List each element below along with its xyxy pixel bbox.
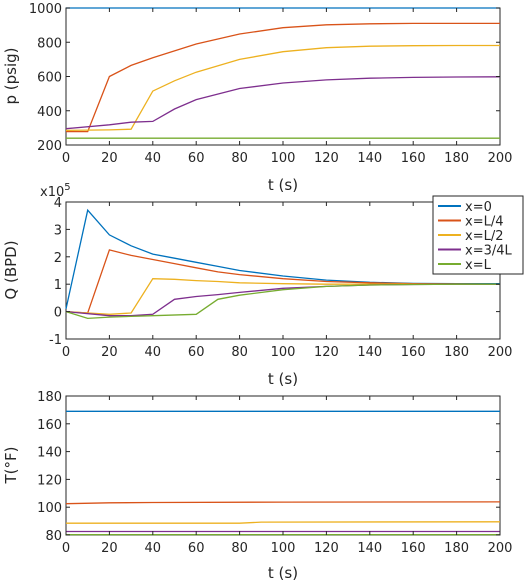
x-tick-label: 60 [188,151,205,166]
x-tick-label: 40 [145,345,162,360]
series-line-3 [66,521,501,524]
plot-area [65,7,501,146]
x-tick-label: 180 [444,541,469,556]
y-tick-label: -1 [49,333,62,348]
series-line-3 [65,44,500,132]
x-tick-label: 60 [188,541,205,556]
x-tick-label: 20 [101,151,118,166]
x-tick-label: 80 [231,345,248,360]
x-tick-label: 40 [145,151,162,166]
y-tick-label: 2 [54,251,62,266]
x-tick-label: 140 [357,345,382,360]
chart-panel-3: 0 20 40 60 80 100 120 140 160 180 200 80 100 120 140 16… [2,390,512,582]
x-tick-label: 180 [444,345,469,360]
y-tick-label: 400 [37,105,62,120]
x-tick-label: 60 [188,345,205,360]
y-tick-label: 180 [37,390,62,405]
series-line-2 [66,22,500,133]
x-tick-label: 140 [357,151,382,166]
y-axis-label: Q (BPD) [2,240,20,299]
series-line-2 [65,501,501,505]
legend-label: x=0 [465,200,492,215]
legend-label: x=L/2 [465,229,503,244]
y-tick-label: 800 [37,36,62,51]
legend-label: x=L [465,258,492,273]
x-tick-label: 160 [401,345,426,360]
y-tick-label: 100 [37,501,62,516]
plot-area [65,395,501,536]
y-tick-label: 200 [37,139,62,154]
y-tick-label: 4 [54,196,62,211]
y-tick-label: 120 [37,473,62,488]
x-axis-label: t (s) [268,370,298,388]
x-tick-label: 20 [101,345,118,360]
x-tick-label: 80 [231,541,248,556]
y-axis-label: p (psig) [2,47,20,104]
x-tick-label: 140 [357,541,382,556]
x-tick-label: 200 [488,541,513,556]
x-tick-label: 100 [271,345,296,360]
y-tick-label: 3 [54,223,62,238]
y-tick-label: 140 [37,446,62,461]
x-axis-label: t (s) [268,176,298,194]
x-tick-label: 200 [488,151,513,166]
x-tick-label: 180 [444,151,469,166]
x-tick-label: 0 [62,151,70,166]
x-tick-label: 120 [314,151,339,166]
axis-multiplier: x105 [40,182,71,200]
x-tick-label: 0 [62,345,70,360]
series-line-5 [65,283,500,320]
x-tick-label: 20 [101,541,118,556]
x-tick-label: 0 [62,541,70,556]
series-line-4 [65,76,501,130]
y-tick-label: 1 [54,278,62,293]
x-tick-label: 160 [401,151,426,166]
x-tick-label: 100 [271,151,296,166]
x-axis-label: t (s) [268,564,298,582]
y-tick-label: 600 [37,71,62,86]
legend-label: x=L/4 [465,215,503,230]
x-tick-label: 120 [314,345,339,360]
y-tick-label: 1000 [29,2,62,17]
series-line-2 [65,249,501,314]
y-tick-label: 0 [54,306,62,321]
x-tick-label: 80 [231,151,248,166]
x-tick-label: 200 [488,345,513,360]
x-tick-label: 100 [271,541,296,556]
x-tick-label: 120 [314,541,339,556]
y-tick-label: 160 [37,418,62,433]
legend: x=0x=L/4x=L/2x=3/4Lx=L [432,195,524,275]
y-tick-label: 80 [45,529,62,544]
y-axis-label: T(°F) [2,447,20,485]
chart-panel-1: 0 20 40 60 80 100 120 140 160 180 200 200 400 600 800 1… [2,2,512,194]
x-tick-label: 40 [145,541,162,556]
x-tick-label: 160 [401,541,426,556]
legend-label: x=3/4L [465,244,513,259]
